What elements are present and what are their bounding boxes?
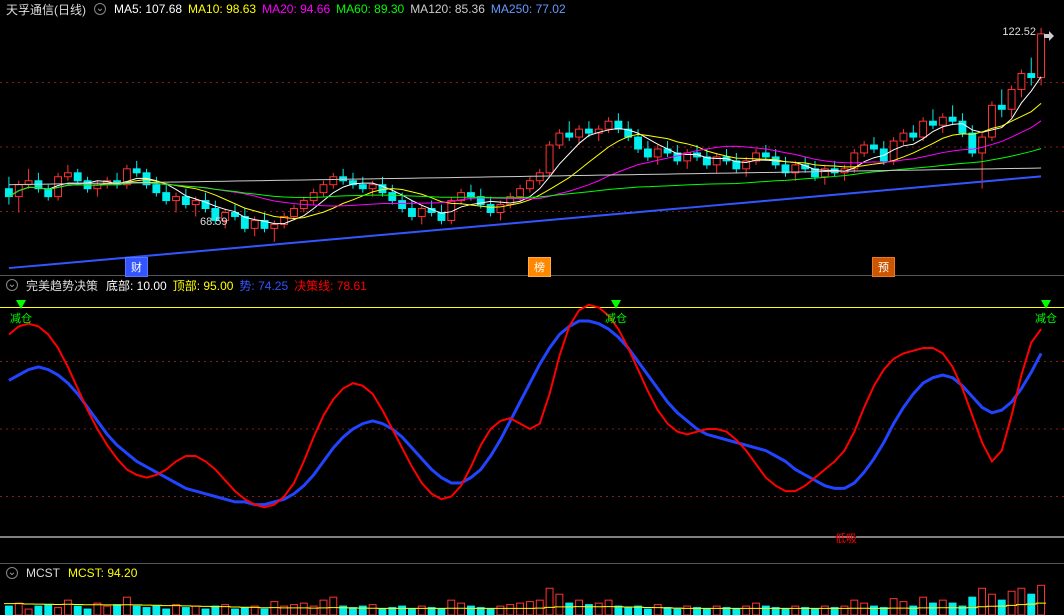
ind2-title: MCST [26, 566, 60, 580]
ind1-label: 决策线: 78.61 [294, 279, 367, 293]
ind2-label: MCST: 94.20 [68, 566, 137, 580]
collapse-icon[interactable]: ⌄ [94, 3, 106, 15]
reduce-marker: 减仓 [10, 300, 32, 326]
collapse-icon[interactable]: ⌄ [6, 279, 18, 291]
ma-label: MA120: 85.36 [410, 2, 485, 16]
ind2-chart[interactable] [0, 582, 1064, 615]
ma-label: MA250: 77.02 [491, 2, 566, 16]
ma-label: MA60: 89.30 [336, 2, 404, 16]
ma-label: MA20: 94.66 [262, 2, 330, 16]
ind2-header: ⌄ MCST MCST: 94.20 [0, 564, 1064, 582]
ind1-label: 势: 74.25 [239, 279, 288, 293]
ind1-label: 顶部: 95.00 [173, 279, 234, 293]
reduce-marker: 减仓 [605, 300, 627, 326]
ind1-title: 完美趋势决策 [26, 277, 98, 294]
main-price-panel: 天孚通信(日线) ⌄ MA5: 107.68 MA10: 98.63 MA20: 9… [0, 0, 1064, 276]
reduce-marker: 减仓 [1035, 300, 1057, 326]
main-chart[interactable]: 122.52 68.59 财 榜 预 [0, 18, 1064, 276]
ind1-legend: 底部: 10.00 顶部: 95.00 势: 74.25 决策线: 78.61 [106, 277, 373, 294]
annotation-tag: 预 [872, 257, 895, 277]
ma-label: MA5: 107.68 [114, 2, 182, 16]
low-price-label: 68.59 [200, 216, 228, 228]
ma-label: MA10: 98.63 [188, 2, 256, 16]
main-header: 天孚通信(日线) ⌄ MA5: 107.68 MA10: 98.63 MA20: 9… [0, 0, 1064, 18]
annotation-tag: 榜 [528, 257, 551, 277]
high-price-label: 122.52 [1002, 26, 1036, 38]
ind1-label: 底部: 10.00 [106, 279, 167, 293]
ma-legend: MA5: 107.68 MA10: 98.63 MA20: 94.66 MA60: 8… [114, 2, 572, 16]
trend-indicator-panel: ⌄ 完美趋势决策 底部: 10.00 顶部: 95.00 势: 74.25 决策线: … [0, 276, 1064, 564]
annotation-tag: 财 [125, 257, 148, 277]
mcst-panel: ⌄ MCST MCST: 94.20 [0, 564, 1064, 615]
ind1-chart[interactable]: 减仓 减仓 减仓 低吸 [0, 294, 1064, 564]
collapse-icon[interactable]: ⌄ [6, 567, 18, 579]
low-marker: 低吸 [835, 530, 857, 546]
ind1-header: ⌄ 完美趋势决策 底部: 10.00 顶部: 95.00 势: 74.25 决策线: … [0, 276, 1064, 294]
main-title: 天孚通信(日线) [6, 1, 86, 18]
